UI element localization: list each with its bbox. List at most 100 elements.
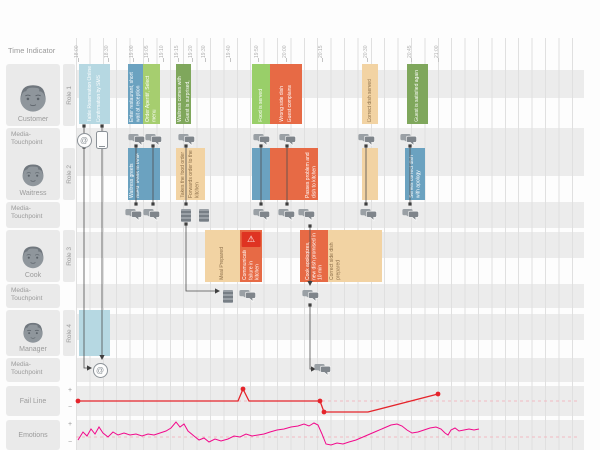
actor-label: Manager	[19, 346, 47, 353]
activity-bar	[140, 148, 160, 200]
activity-bar: Food is served	[252, 64, 270, 124]
time-tickmark	[148, 58, 149, 62]
connector-endpoint	[184, 222, 188, 226]
actor-label: Customer	[17, 116, 49, 123]
activity-bar: Communication failure in kitchen ⚠	[240, 230, 262, 282]
smartphone-icon	[96, 131, 108, 149]
time-tickmark	[286, 58, 287, 62]
emotions-minus-label: −	[68, 439, 73, 446]
emotions-label: Emotions	[18, 431, 48, 439]
speech-bubbles-icon	[252, 131, 270, 149]
speech-bubbles-icon	[277, 209, 295, 222]
activity-bar: Enter restaurant, short wait at receptio…	[128, 64, 143, 124]
speech-bubbles-icon	[144, 131, 162, 149]
activity-bar: Guest is satisfied again	[407, 64, 428, 124]
connector-line	[83, 147, 91, 369]
speech-bubbles-icon	[301, 287, 319, 305]
order-slip-icon	[223, 289, 233, 303]
time-tickmark	[78, 58, 79, 62]
speech-bubbles-icon	[297, 206, 315, 224]
role-box-3: Role 3	[63, 230, 75, 282]
speech-bubbles-icon	[399, 131, 417, 149]
connector-endpoint	[285, 144, 289, 148]
actor-label: Cook	[24, 272, 42, 279]
activity-bar: Waitress comes with extrasGuest is surpr…	[176, 64, 191, 124]
speech-bubbles-icon	[399, 134, 417, 147]
speech-bubbles-icon	[359, 206, 377, 224]
role-box-1: Role 1	[63, 64, 75, 126]
speech-bubbles-icon	[252, 206, 270, 224]
connector-endpoint	[100, 124, 104, 128]
time-tickmark	[205, 58, 206, 62]
activity-bar: Order Aperitif, Select menu	[143, 64, 160, 124]
fail-point	[75, 398, 81, 404]
fail-point	[317, 398, 323, 404]
fail-plus-label: +	[68, 387, 73, 394]
role-box-2: Role 2	[63, 148, 75, 200]
speech-bubbles-icon	[277, 206, 295, 224]
fail-minus-label: −	[68, 404, 73, 411]
arrowhead	[307, 281, 313, 286]
speech-bubbles-icon	[359, 209, 377, 222]
speech-bubbles-icon	[177, 134, 195, 147]
speech-bubbles-icon	[401, 209, 419, 222]
arrowhead	[215, 288, 220, 294]
time-tickmark	[108, 58, 109, 62]
activity-bar: Correct dish served	[362, 64, 378, 124]
order-slip-icon	[199, 208, 209, 222]
connector-line	[185, 224, 219, 292]
emotions-curve	[77, 421, 480, 446]
activity-bar: Table Reservation Online Confirmation by …	[79, 64, 110, 124]
speech-bubbles-icon	[401, 206, 419, 224]
warning-icon: ⚠	[241, 232, 261, 247]
speech-bubbles-icon	[357, 131, 375, 149]
connector-endpoint	[151, 144, 155, 148]
speech-bubbles-icon	[313, 364, 331, 377]
order-slip-icon	[181, 208, 191, 222]
connector-line	[309, 305, 315, 370]
speech-bubbles-icon	[238, 290, 256, 303]
at-sign-icon: @	[75, 131, 93, 149]
connector-endpoint	[184, 202, 188, 206]
order-slip-icon	[177, 206, 195, 224]
activity-bar: Takes the food order Forwards order to th…	[176, 148, 205, 200]
fail-point	[435, 391, 441, 397]
speech-bubbles-icon	[278, 134, 296, 147]
speech-bubbles-icon	[124, 206, 142, 224]
speech-bubbles-icon	[252, 209, 270, 222]
speech-bubbles-icon	[278, 131, 296, 149]
speech-bubbles-icon	[313, 361, 331, 379]
fail-line-curve	[78, 387, 439, 413]
at-sign-icon: @	[76, 132, 92, 148]
speech-bubbles-icon	[252, 134, 270, 147]
arrowhead	[99, 355, 105, 360]
mt-label-3: Media-Touchpoint	[6, 284, 60, 308]
time-tickmark	[258, 58, 259, 62]
time-tickmark	[438, 58, 439, 62]
connector-endpoint	[134, 202, 138, 206]
manager-avatar-icon	[23, 322, 43, 343]
time-indicator-label: Time Indicator	[8, 46, 56, 55]
time-tickmark	[230, 58, 231, 62]
time-tickmark	[192, 58, 193, 62]
mt-label-4: Media-Touchpoint	[6, 358, 60, 382]
time-tickmark	[411, 58, 412, 62]
order-slip-icon	[219, 287, 237, 305]
cook-avatar-icon	[22, 246, 44, 269]
fail-line-box: Fail Line	[6, 386, 60, 416]
speech-bubbles-icon	[144, 134, 162, 147]
activity-bar: Meal Prepared	[205, 230, 240, 282]
actor-box-waitress: Waitress	[6, 148, 60, 200]
emotions-plus-label: +	[68, 421, 73, 428]
waitress-avatar-icon	[22, 164, 44, 187]
connector-endpoint	[82, 124, 86, 128]
fail-point	[240, 386, 246, 392]
order-slip-icon	[195, 206, 213, 224]
activity-bar: Passes problem and dish to kitchen	[270, 148, 318, 200]
speech-bubbles-icon	[177, 131, 195, 149]
connector-endpoint	[151, 202, 155, 206]
connector-endpoint	[364, 202, 368, 206]
connector-endpoint	[285, 202, 289, 206]
